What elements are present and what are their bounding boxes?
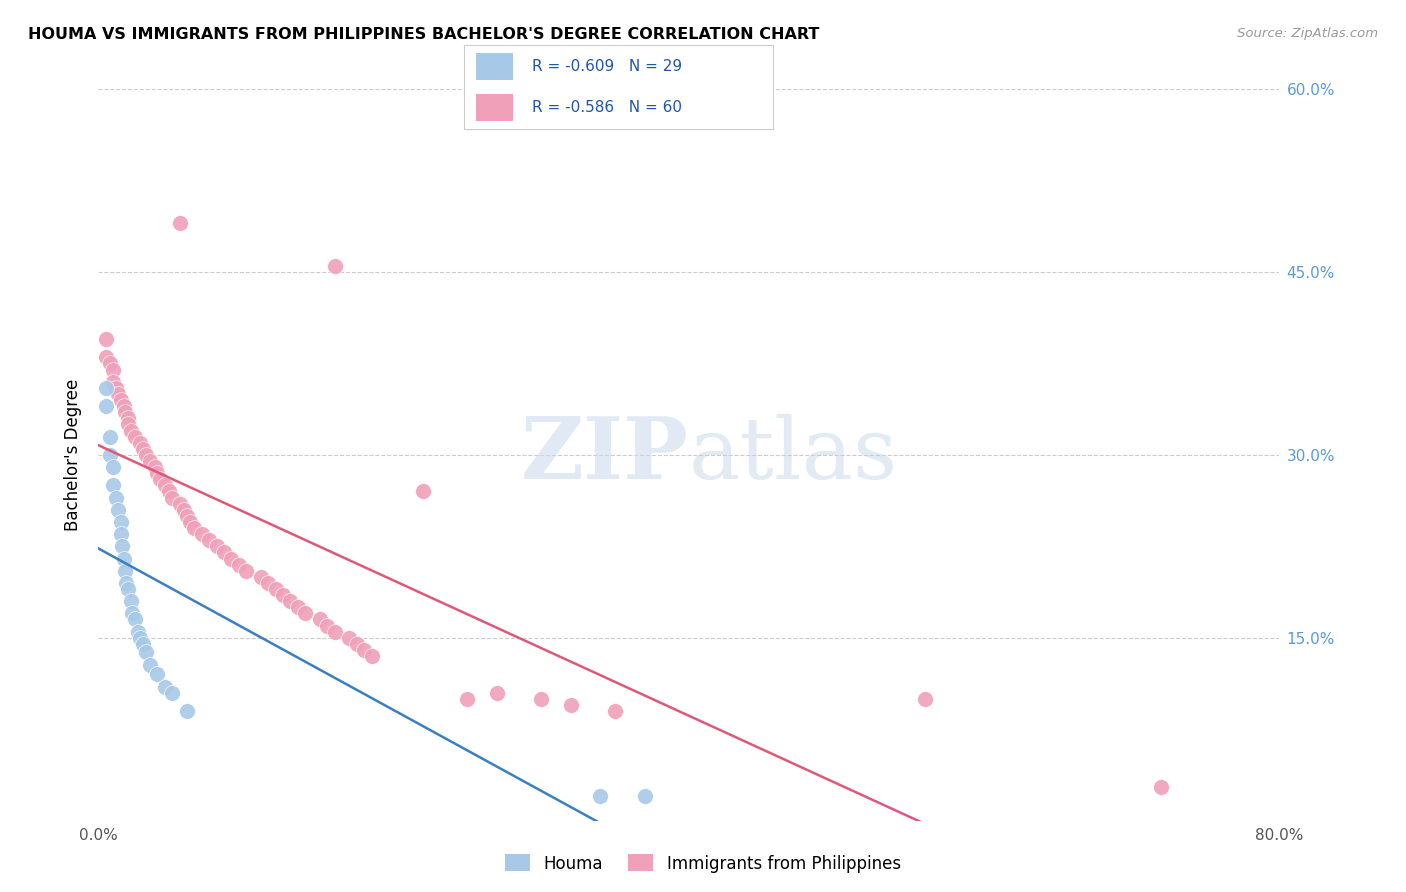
Point — [1150, 780, 1173, 794]
Point — [139, 657, 162, 672]
Point — [135, 448, 157, 462]
Point — [105, 491, 128, 505]
Point — [120, 594, 142, 608]
Text: atlas: atlas — [689, 413, 898, 497]
Point — [111, 539, 134, 553]
Point — [530, 691, 553, 706]
Point — [132, 637, 155, 651]
Point — [110, 515, 132, 529]
Point — [205, 539, 228, 553]
Point — [339, 631, 360, 645]
Point — [124, 430, 146, 444]
Point — [105, 381, 128, 395]
Point — [162, 686, 183, 700]
Point — [153, 680, 176, 694]
Bar — [477, 54, 513, 80]
Point — [173, 503, 195, 517]
Point — [149, 472, 172, 486]
Point — [914, 691, 936, 706]
Point — [346, 637, 368, 651]
Point — [264, 582, 287, 596]
Legend: Houma, Immigrants from Philippines: Houma, Immigrants from Philippines — [499, 847, 907, 880]
Point — [114, 405, 136, 419]
Point — [94, 381, 117, 395]
Point — [110, 527, 132, 541]
Point — [271, 588, 294, 602]
Point — [135, 645, 157, 659]
Y-axis label: Bachelor's Degree: Bachelor's Degree — [65, 379, 83, 531]
Point — [143, 460, 166, 475]
Point — [228, 558, 250, 572]
Point — [250, 570, 273, 584]
Point — [98, 356, 121, 371]
Point — [633, 789, 655, 804]
Point — [294, 607, 316, 621]
Point — [146, 466, 169, 480]
Point — [120, 424, 142, 438]
Point — [128, 435, 150, 450]
Bar — [477, 94, 513, 120]
Point — [169, 497, 191, 511]
Text: HOUMA VS IMMIGRANTS FROM PHILIPPINES BACHELOR'S DEGREE CORRELATION CHART: HOUMA VS IMMIGRANTS FROM PHILIPPINES BAC… — [28, 27, 820, 42]
Point — [121, 607, 143, 621]
Point — [287, 600, 309, 615]
Point — [235, 564, 257, 578]
Point — [139, 454, 162, 468]
Point — [103, 375, 125, 389]
Point — [176, 704, 198, 718]
Point — [360, 649, 382, 664]
Point — [98, 448, 121, 462]
Text: ZIP: ZIP — [522, 413, 689, 497]
Point — [157, 484, 180, 499]
Point — [103, 478, 125, 492]
Point — [132, 442, 155, 456]
Point — [107, 503, 129, 517]
Point — [146, 667, 169, 681]
Point — [309, 613, 332, 627]
Point — [103, 362, 125, 376]
Point — [110, 392, 132, 407]
Point — [169, 216, 191, 230]
Point — [353, 643, 375, 657]
Point — [117, 417, 139, 432]
Point — [127, 624, 149, 639]
Point — [162, 491, 183, 505]
Point — [605, 704, 627, 718]
Point — [183, 521, 205, 535]
Point — [589, 789, 612, 804]
Point — [117, 411, 139, 425]
Point — [94, 332, 117, 346]
Text: R = -0.586   N = 60: R = -0.586 N = 60 — [531, 100, 682, 115]
Point — [94, 351, 117, 365]
Point — [153, 478, 176, 492]
Text: R = -0.609   N = 29: R = -0.609 N = 29 — [531, 59, 682, 74]
Text: Source: ZipAtlas.com: Source: ZipAtlas.com — [1237, 27, 1378, 40]
Point — [112, 399, 135, 413]
Point — [560, 698, 582, 712]
Point — [98, 430, 121, 444]
Point — [103, 460, 125, 475]
Point — [219, 551, 242, 566]
Point — [323, 624, 346, 639]
Point — [124, 613, 146, 627]
Point — [212, 545, 235, 559]
Point — [198, 533, 221, 548]
Point — [179, 515, 201, 529]
Point — [128, 631, 150, 645]
Point — [114, 564, 136, 578]
Point — [107, 387, 129, 401]
Point — [486, 686, 509, 700]
Point — [115, 576, 138, 591]
Point — [323, 259, 346, 273]
Point — [112, 551, 135, 566]
Point — [278, 594, 302, 608]
Point — [257, 576, 280, 591]
Point — [117, 582, 139, 596]
Point — [456, 691, 478, 706]
Point — [176, 508, 198, 523]
Point — [316, 618, 339, 632]
Point — [412, 484, 434, 499]
Point — [94, 399, 117, 413]
Point — [191, 527, 214, 541]
